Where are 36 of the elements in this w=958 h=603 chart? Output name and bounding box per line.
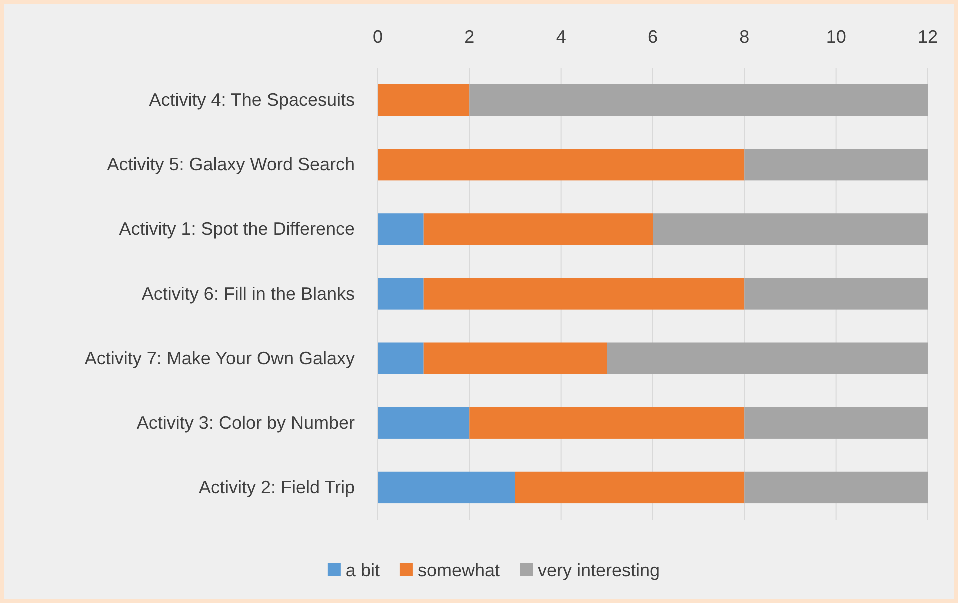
legend-label: somewhat (418, 560, 500, 580)
y-tick-label: Activity 6: Fill in the Blanks (142, 284, 355, 304)
bar (378, 472, 516, 504)
x-tick-label: 4 (556, 27, 566, 47)
bar (378, 84, 470, 116)
y-tick-label: Activity 7: Make Your Own Galaxy (84, 348, 355, 368)
bar (378, 149, 745, 181)
y-tick-label: Activity 5: Galaxy Word Search (107, 154, 355, 175)
bar (516, 472, 745, 504)
legend-label: a bit (346, 560, 380, 580)
bar (744, 278, 928, 310)
bar (744, 407, 928, 439)
bar (653, 214, 928, 246)
x-tick-label: 6 (648, 27, 658, 47)
bar (470, 407, 745, 439)
y-tick-label: Activity 3: Color by Number (136, 412, 355, 433)
y-tick-label: Activity 1: Spot the Difference (119, 219, 355, 240)
bar (378, 342, 424, 374)
bar (744, 472, 928, 504)
x-tick-label: 12 (918, 27, 938, 47)
bar (607, 342, 928, 374)
bar (378, 214, 424, 246)
y-tick-label: Activity 2: Field Trip (198, 477, 355, 498)
bar (424, 342, 608, 374)
legend-label: very interesting (538, 560, 660, 580)
bar (470, 84, 928, 116)
bar (424, 278, 745, 310)
x-tick-label: 0 (372, 27, 384, 47)
bar (378, 407, 470, 439)
bar (744, 149, 928, 181)
bar (378, 278, 424, 310)
x-tick-label: 8 (740, 27, 750, 47)
x-tick-label: 10 (826, 27, 846, 47)
y-tick-label: Activity 4: The Spacesuits (149, 90, 355, 110)
bar (424, 214, 653, 246)
x-tick-label: 2 (464, 27, 475, 47)
